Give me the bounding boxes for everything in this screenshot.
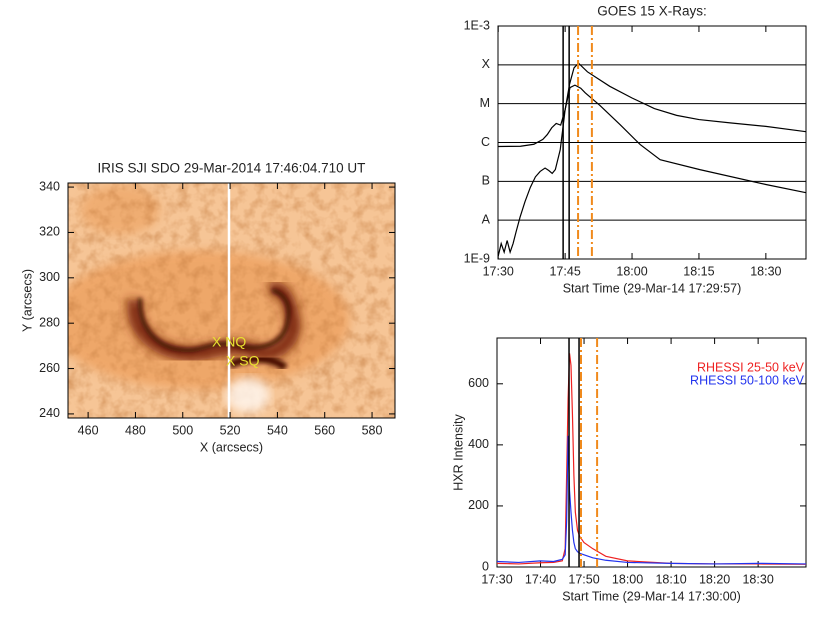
solar-image <box>68 183 395 418</box>
plot-frame <box>496 337 807 568</box>
data-line <box>496 353 807 565</box>
x-axis-label: Start Time (29-Mar-14 17:29:57) <box>563 281 742 295</box>
y-tick-label: A <box>482 212 491 226</box>
y-axis-label: Y (arcsecs) <box>20 269 34 332</box>
data-line <box>496 435 807 565</box>
plot-frame <box>67 182 396 419</box>
x-axis-label: X (arcsecs) <box>200 440 263 454</box>
x-tick-label: 18:30 <box>750 264 781 278</box>
x-tick-label: 18:15 <box>683 264 714 278</box>
y-tick-label: 1E-9 <box>464 251 490 265</box>
y-tick-label: 280 <box>39 315 60 329</box>
x-tick-label: 460 <box>78 423 99 437</box>
y-tick-label: 340 <box>39 179 60 193</box>
y-tick-label: 320 <box>39 225 60 239</box>
legend-entry: RHESSI 50-100 keV <box>690 373 805 387</box>
y-tick-label: 1E-3 <box>464 18 490 32</box>
y-axis-label: HXR Intensity <box>451 414 465 491</box>
chart-title: IRIS SJI SDO 29-Mar-2014 17:46:04.710 UT <box>98 161 366 176</box>
data-line <box>497 62 807 148</box>
chart-title: GOES 15 X-Rays: <box>597 4 707 19</box>
x-tick-label: 17:30 <box>481 572 512 586</box>
y-tick-label: 260 <box>39 361 60 375</box>
y-tick-label: C <box>481 135 490 149</box>
x-tick-label: 18:00 <box>612 572 643 586</box>
annotation: X NQ <box>212 334 246 350</box>
y-tick-label: 0 <box>482 559 489 573</box>
y-tick-label: 600 <box>468 376 489 390</box>
x-tick-label: 17:40 <box>525 572 556 586</box>
x-tick-label: 500 <box>172 423 193 437</box>
x-tick-label: 18:00 <box>616 264 647 278</box>
x-tick-label: 17:30 <box>483 264 514 278</box>
x-tick-label: 17:45 <box>549 264 580 278</box>
x-tick-label: 18:20 <box>699 572 730 586</box>
y-tick-label: B <box>482 174 490 188</box>
y-tick-label: 240 <box>39 406 60 420</box>
x-tick-label: 520 <box>220 423 241 437</box>
x-tick-label: 540 <box>267 423 288 437</box>
x-tick-label: 18:10 <box>655 572 686 586</box>
y-tick-label: M <box>480 96 490 110</box>
x-tick-label: 480 <box>125 423 146 437</box>
x-tick-label: 580 <box>362 423 383 437</box>
y-tick-label: 400 <box>468 437 489 451</box>
annotation: X SQ <box>226 353 260 369</box>
legend-entry: RHESSI 25-50 keV <box>697 360 805 374</box>
y-tick-label: 200 <box>468 498 489 512</box>
y-tick-label: X <box>482 57 491 71</box>
x-tick-label: 18:30 <box>742 572 773 586</box>
x-axis-label: Start Time (29-Mar-14 17:30:00) <box>562 589 741 603</box>
data-line <box>497 84 807 257</box>
y-tick-label: 300 <box>39 270 60 284</box>
x-tick-label: 560 <box>314 423 335 437</box>
x-tick-label: 17:50 <box>568 572 599 586</box>
